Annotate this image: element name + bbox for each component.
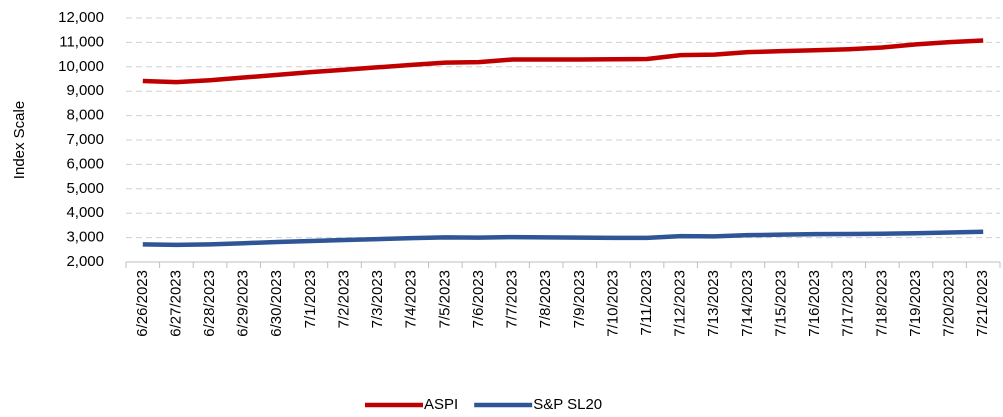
x-tick-label: 6/28/2023: [201, 270, 218, 337]
x-tick-label: 7/15/2023: [772, 270, 789, 337]
line-series: [142, 38, 984, 85]
x-tick-label: 7/11/2023: [638, 270, 655, 336]
x-tick-label: 7/13/2023: [705, 270, 722, 337]
x-tick-label: 7/20/2023: [941, 270, 958, 337]
y-tick-label: 5,000: [66, 180, 104, 197]
x-tick-label: 7/3/2023: [369, 270, 386, 328]
x-tick-label: 7/17/2023: [840, 270, 857, 337]
x-tick-label: 6/26/2023: [134, 270, 151, 337]
x-tick-label: 7/10/2023: [604, 270, 621, 337]
y-tick-label: 10,000: [58, 58, 104, 75]
x-tick-label: 7/16/2023: [806, 270, 823, 337]
y-tick-label: 3,000: [66, 229, 104, 246]
x-tick-label: 7/4/2023: [403, 270, 420, 328]
x-tick-label: 7/21/2023: [974, 270, 991, 337]
y-tick-label: 4,000: [66, 204, 104, 221]
x-tick-label: 7/2/2023: [335, 270, 352, 328]
x-tick-label: 7/6/2023: [470, 270, 487, 328]
x-tick-label: 6/30/2023: [268, 270, 285, 337]
y-tick-label: 9,000: [66, 82, 104, 99]
x-tick-label: 7/1/2023: [302, 270, 319, 328]
legend-label: ASPI: [424, 396, 458, 413]
legend-label: S&P SL20: [533, 396, 602, 413]
y-tick-label: 11,000: [59, 33, 104, 50]
y-tick-label: 12,000: [58, 9, 104, 26]
x-tick-label: 6/29/2023: [235, 270, 252, 337]
y-tick-label: 6,000: [66, 155, 104, 172]
x-tick-label: 7/5/2023: [436, 270, 453, 328]
y-tick-label: 7,000: [66, 131, 104, 148]
x-tick-label: 7/7/2023: [504, 270, 521, 328]
y-tick-label: 2,000: [66, 253, 104, 270]
y-tick-label: 8,000: [66, 107, 104, 124]
x-tick-label: 6/27/2023: [167, 270, 184, 337]
x-tick-label: 7/12/2023: [672, 270, 689, 337]
x-tick-label: 7/8/2023: [537, 270, 554, 328]
x-tick-label: 7/9/2023: [571, 270, 588, 328]
x-tick-label: 7/18/2023: [873, 270, 890, 337]
x-tick-label: 7/14/2023: [739, 270, 756, 337]
line-series: [142, 229, 984, 248]
y-axis-label: Index Scale: [11, 101, 28, 179]
x-tick-label: 7/19/2023: [907, 270, 924, 337]
